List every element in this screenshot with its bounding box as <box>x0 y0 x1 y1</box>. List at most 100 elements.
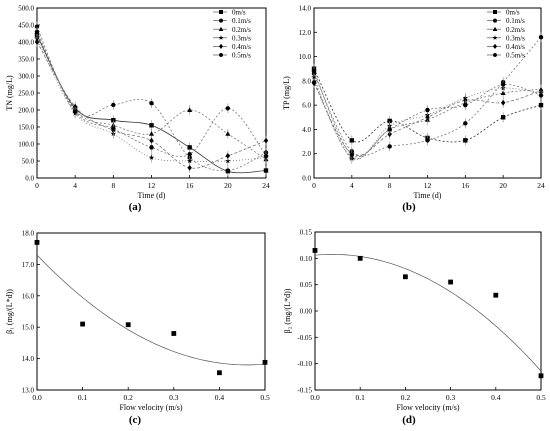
x-tick-label: 0.5 <box>260 393 270 402</box>
y-axis-label: TN (mg/L) <box>5 75 14 111</box>
legend-marker <box>493 18 497 23</box>
x-tick-label: 8 <box>388 181 392 190</box>
data-point <box>225 131 231 136</box>
data-point <box>263 168 269 173</box>
x-axis-label: Time (d) <box>414 191 442 200</box>
x-tick-label: 0.3 <box>169 393 179 402</box>
x-tick-label: 20 <box>499 181 507 190</box>
panel-label: (d) <box>402 414 416 426</box>
y-tick-label: -0.10 <box>297 360 312 368</box>
legend-label: 0.2m/s <box>506 26 525 34</box>
data-point <box>72 103 78 110</box>
data-point <box>500 82 506 87</box>
y-axis-label: β₂ (mg/(L*d)) <box>283 288 292 333</box>
data-point <box>462 103 468 108</box>
legend-marker <box>493 43 497 49</box>
legend-label: 0m/s <box>232 9 246 17</box>
legend-marker <box>218 26 224 31</box>
y-tick-label: 17.0 <box>22 261 35 269</box>
data-point <box>448 279 453 285</box>
legend-marker <box>218 35 224 40</box>
data-point <box>425 107 430 113</box>
series-line-0.3m/s <box>313 77 542 161</box>
data-point <box>311 74 317 80</box>
x-tick-label: 12 <box>148 181 156 190</box>
data-point <box>425 138 430 143</box>
panel-1: 0 4 8 12 16 20 24 0.0 50.0 100.0 150.0 200.0 250.0 30… <box>5 5 270 214</box>
y-tick-label: 14.0 <box>299 5 312 13</box>
x-tick-label: 8 <box>111 181 115 190</box>
legend-label: 0m/s <box>506 9 520 17</box>
data-point <box>225 106 231 111</box>
y-tick-label: 8.0 <box>302 77 311 85</box>
x-tick-label: 16 <box>186 181 194 190</box>
data-point <box>125 322 131 328</box>
y-tick-label: 250.0 <box>18 90 34 98</box>
y-tick-label: -0.05 <box>297 334 312 342</box>
data-point <box>263 153 269 158</box>
x-axis-label: Flow velocity (m/s) <box>396 403 459 412</box>
data-point <box>34 39 40 45</box>
x-tick-label: 0.5 <box>536 393 546 402</box>
data-point <box>403 274 408 280</box>
x-tick-label: 0.0 <box>310 393 320 402</box>
data-point <box>149 101 154 106</box>
plot-frame <box>36 232 266 391</box>
x-axis-label: Time (d) <box>138 191 166 200</box>
data-point <box>311 69 317 74</box>
y-tick-label: 4.0 <box>302 126 311 134</box>
y-tick-label: 10.0 <box>299 53 312 61</box>
legend-marker <box>492 53 498 57</box>
x-tick-label: 0.4 <box>215 393 225 402</box>
data-point <box>149 123 154 128</box>
data-point <box>34 240 40 245</box>
data-point <box>538 102 544 108</box>
fit-curve <box>36 254 266 366</box>
data-point <box>357 255 363 261</box>
x-tick-label: 0 <box>312 181 316 190</box>
y-tick-label: 500.0 <box>18 5 34 13</box>
x-tick-label: 16 <box>462 181 470 190</box>
legend-label: 0.4m/s <box>232 43 251 51</box>
panel-2: 0 4 8 12 16 20 24 0.0 2.0 4.0 6.0 8.0 10.0 12.0 14.0 Ti… <box>282 5 545 214</box>
data-point <box>187 145 192 150</box>
data-point <box>186 158 193 164</box>
data-point <box>500 99 506 106</box>
y-tick-label: 450.0 <box>18 22 34 30</box>
x-tick-label: 0.4 <box>491 393 501 402</box>
legend-marker <box>219 43 223 49</box>
data-point <box>149 145 154 150</box>
panel-label: (c) <box>129 414 142 426</box>
data-point <box>171 331 177 336</box>
x-tick-label: 0.1 <box>78 393 88 402</box>
x-tick-label: 4 <box>350 181 354 190</box>
data-point <box>110 126 116 131</box>
legend-label: 0.1m/s <box>232 17 251 25</box>
x-tick-label: 0.0 <box>32 393 42 402</box>
y-tick-label: 0.0 <box>25 175 34 183</box>
data-point <box>349 152 355 158</box>
data-point <box>217 370 222 376</box>
y-tick-label: 16.0 <box>22 292 35 300</box>
x-axis-label: Flow velocity (m/s) <box>119 403 182 412</box>
legend-marker <box>493 10 497 14</box>
y-tick-label: 150.0 <box>18 124 34 132</box>
legend-marker <box>492 35 498 40</box>
data-point <box>493 292 499 298</box>
y-tick-label: 100.0 <box>18 141 34 149</box>
legend-label: 0.3m/s <box>232 34 251 42</box>
panel-3: 0.0 0.1 0.2 0.3 0.4 0.5 13.0 14.0 15.0 16.0 17.0 18… <box>5 230 270 427</box>
data-point <box>187 164 192 171</box>
y-tick-label: 0.0 <box>302 175 311 183</box>
data-point <box>538 373 544 379</box>
legend-label: 0.5m/s <box>232 52 251 60</box>
data-point <box>463 121 468 126</box>
panel-label: (a) <box>129 201 142 213</box>
legend-marker <box>219 10 223 14</box>
y-tick-label: 2.0 <box>302 150 311 158</box>
y-tick-label: 15.0 <box>22 324 35 332</box>
fit-curve <box>314 254 542 372</box>
panel-label: (b) <box>402 201 416 213</box>
legend-label: 0.3m/s <box>506 34 525 42</box>
data-point <box>311 80 317 87</box>
